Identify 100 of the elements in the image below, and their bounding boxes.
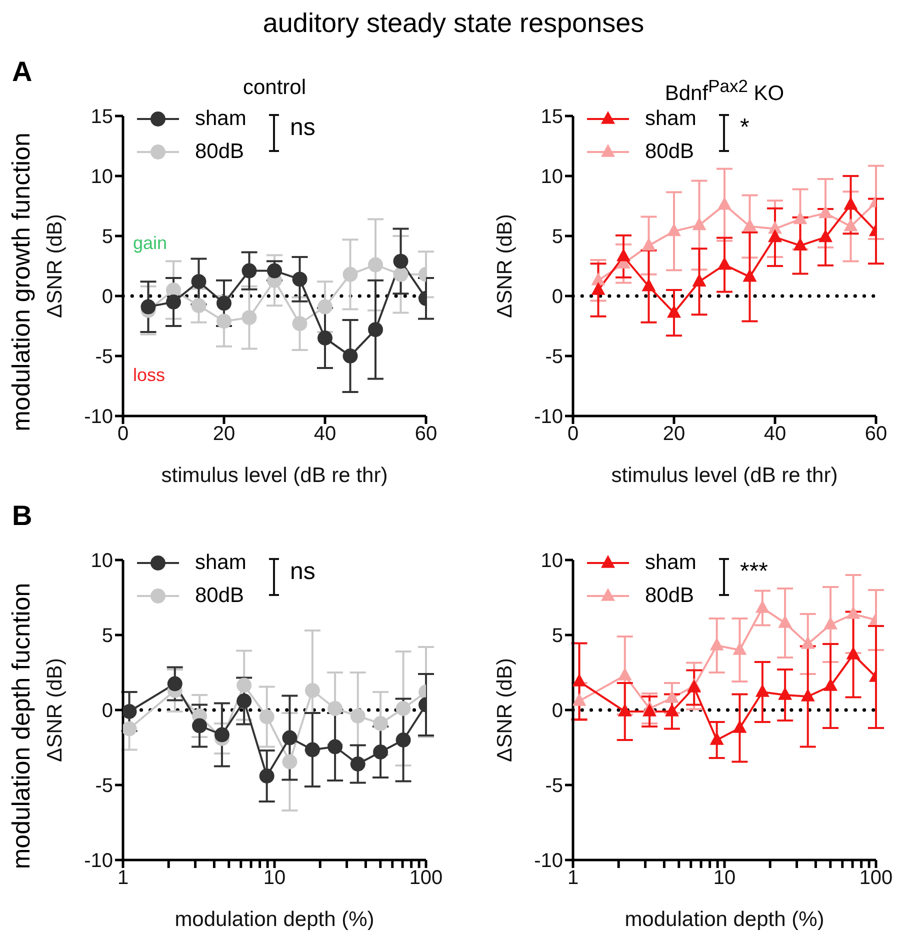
point <box>768 229 782 242</box>
point <box>692 217 706 230</box>
x-tick-label: 0 <box>117 423 129 446</box>
point <box>166 282 181 298</box>
legend-label: sham <box>645 550 696 574</box>
x-axis-title: stimulus level (dB re thr) <box>611 464 838 487</box>
point <box>259 709 274 724</box>
point <box>304 742 320 758</box>
point <box>167 676 182 692</box>
point <box>282 754 298 770</box>
y-tick-label: 0 <box>102 286 113 308</box>
point <box>824 678 838 691</box>
annotation: ns <box>290 114 316 142</box>
annotation: ns <box>290 558 316 586</box>
point <box>368 257 383 272</box>
point <box>755 684 770 697</box>
point <box>846 606 860 619</box>
point <box>642 238 656 250</box>
annotation: gain <box>133 233 168 254</box>
point <box>166 294 181 310</box>
point <box>618 667 632 680</box>
point <box>800 688 815 702</box>
text: B <box>12 500 32 532</box>
legend-label: 80dB <box>195 584 244 608</box>
x-tick-label: 20 <box>212 423 236 446</box>
y-tick-label: -5 <box>545 775 563 798</box>
x-tick-label: 40 <box>764 423 786 446</box>
point <box>710 637 724 650</box>
point <box>242 310 257 326</box>
legend-label: sham <box>195 550 246 574</box>
point <box>818 229 832 242</box>
x-tick-label: 100 <box>859 867 893 890</box>
point <box>742 218 757 232</box>
annotation: loss <box>133 365 166 386</box>
point <box>242 263 257 278</box>
point <box>373 744 388 760</box>
point <box>793 238 808 250</box>
point <box>328 739 343 754</box>
point <box>292 316 308 332</box>
y-axis-title: ΔSNR (dB) <box>43 658 66 762</box>
y-tick-label: -10 <box>84 850 113 872</box>
y-tick-label: 10 <box>540 550 563 572</box>
point <box>642 703 657 716</box>
x-axis-title: stimulus level (dB re thr) <box>161 464 388 487</box>
point <box>342 348 358 364</box>
x-axis-title: modulation depth (%) <box>624 908 824 931</box>
point <box>368 322 383 338</box>
point <box>618 703 632 716</box>
y-tick-label: -10 <box>534 406 563 428</box>
point <box>236 694 252 708</box>
point <box>591 282 606 295</box>
point <box>292 272 308 287</box>
x-tick-label: 10 <box>713 867 736 890</box>
y-axis-title: ΔSNR (dB) <box>493 214 516 318</box>
point <box>236 678 252 693</box>
point <box>642 278 656 292</box>
y-tick-label: -5 <box>95 346 113 368</box>
point <box>192 718 208 734</box>
point <box>350 708 366 724</box>
x-tick-label: 20 <box>662 423 686 446</box>
point <box>710 732 724 745</box>
point <box>216 296 232 311</box>
annotation: *** <box>740 558 768 586</box>
point <box>793 211 808 224</box>
point <box>350 756 366 772</box>
point <box>664 690 679 703</box>
y-tick-label: 0 <box>552 700 563 722</box>
chart-title: control <box>242 76 308 100</box>
chart-title: Bdnf$^{Pax2}$ KO <box>664 76 786 106</box>
legend-label: 80dB <box>195 140 244 164</box>
y-tick-label: 5 <box>102 226 113 248</box>
point <box>591 272 606 286</box>
point <box>393 266 408 282</box>
x-tick-label: 1 <box>567 867 579 890</box>
y-tick-label: 5 <box>552 226 563 248</box>
x-tick-label: 40 <box>314 423 336 446</box>
x-tick-label: 60 <box>864 423 888 446</box>
y-tick-label: -5 <box>545 346 563 368</box>
point <box>318 299 332 314</box>
point <box>667 223 681 236</box>
point <box>818 205 832 218</box>
y-tick-label: -10 <box>84 406 113 428</box>
point <box>191 298 206 314</box>
x-axis-title: modulation depth (%) <box>174 908 374 931</box>
y-axis-title: ΔSNR (dB) <box>43 214 66 318</box>
point <box>140 299 156 314</box>
y-tick-label: 15 <box>540 106 563 128</box>
point <box>732 720 747 733</box>
point <box>373 716 388 731</box>
y-tick-label: 10 <box>540 166 563 188</box>
point <box>718 256 732 270</box>
point <box>616 248 630 262</box>
point <box>664 703 679 716</box>
point <box>755 600 770 613</box>
text: modulation growth function <box>8 132 36 432</box>
y-tick-label: 0 <box>552 286 563 308</box>
point <box>692 274 706 286</box>
point <box>191 274 206 290</box>
text: auditory steady state responses <box>262 8 646 39</box>
point <box>667 304 681 318</box>
